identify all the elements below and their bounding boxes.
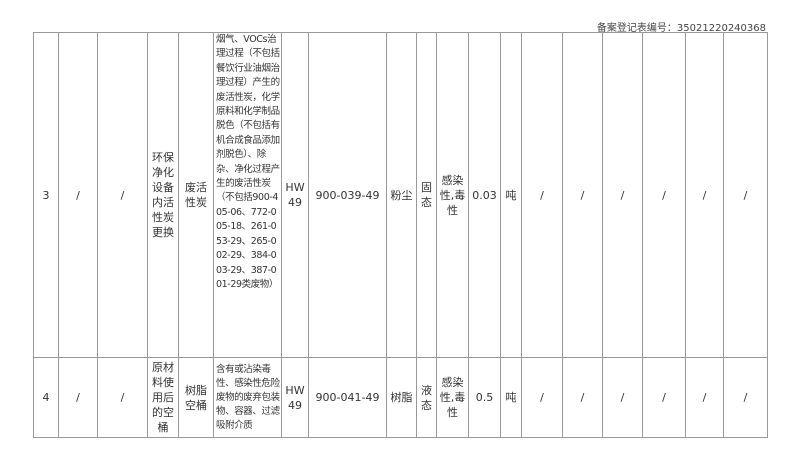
- waste-code: 900-041-49: [308, 357, 387, 438]
- registration-number: 备案登记表编号：35021220240368: [596, 23, 766, 34]
- cell: /: [685, 357, 724, 438]
- cell: /: [97, 357, 148, 438]
- hazardous-waste-table: 3 / / 环保净化设备内活性炭更换 废活性炭 烟气、VOCs治理过程（不包括餐…: [33, 32, 768, 438]
- cell: /: [685, 32, 724, 358]
- cell: /: [642, 357, 686, 438]
- cell: /: [723, 357, 768, 438]
- row-number: 3: [33, 32, 59, 358]
- cell: /: [602, 32, 643, 358]
- waste-source: 原材料使用后的空桶: [147, 357, 179, 438]
- waste-category: HW49: [281, 357, 309, 438]
- hazard-property: 感染性,毒性: [436, 357, 469, 438]
- main-component: 树脂: [386, 357, 417, 438]
- cell: /: [562, 32, 603, 358]
- waste-name: 树脂空桶: [178, 357, 214, 438]
- waste-description: 烟气、VOCs治理过程（不包括餐饮行业油烟治理过程）产生的废活性炭，化学原料和化…: [213, 32, 282, 358]
- hazard-property: 感染性,毒性: [436, 32, 469, 358]
- cell: /: [602, 357, 643, 438]
- waste-code: 900-039-49: [308, 32, 387, 358]
- waste-name: 废活性炭: [178, 32, 214, 358]
- physical-form: 液态: [416, 357, 437, 438]
- unit: 吨: [500, 32, 522, 358]
- table-row: 4 / / 原材料使用后的空桶 树脂空桶 含有或沾染毒性、感染性危险废物的废弃包…: [33, 357, 768, 438]
- cell: /: [723, 32, 768, 358]
- main-component: 粉尘: [386, 32, 417, 358]
- unit: 吨: [500, 357, 522, 438]
- quantity: 0.03: [468, 32, 501, 358]
- row-number: 4: [33, 357, 59, 438]
- waste-source: 环保净化设备内活性炭更换: [147, 32, 179, 358]
- cell: /: [97, 32, 148, 358]
- physical-form: 固态: [416, 32, 437, 358]
- cell: /: [58, 357, 98, 438]
- cell: /: [562, 357, 603, 438]
- cell: /: [58, 32, 98, 358]
- waste-description: 含有或沾染毒性、感染性危险废物的废弃包装物、容器、过滤吸附介质: [213, 357, 282, 438]
- cell: /: [521, 32, 563, 358]
- cell: /: [642, 32, 686, 358]
- table-row: 3 / / 环保净化设备内活性炭更换 废活性炭 烟气、VOCs治理过程（不包括餐…: [33, 32, 768, 358]
- waste-category: HW49: [281, 32, 309, 358]
- quantity: 0.5: [468, 357, 501, 438]
- cell: /: [521, 357, 563, 438]
